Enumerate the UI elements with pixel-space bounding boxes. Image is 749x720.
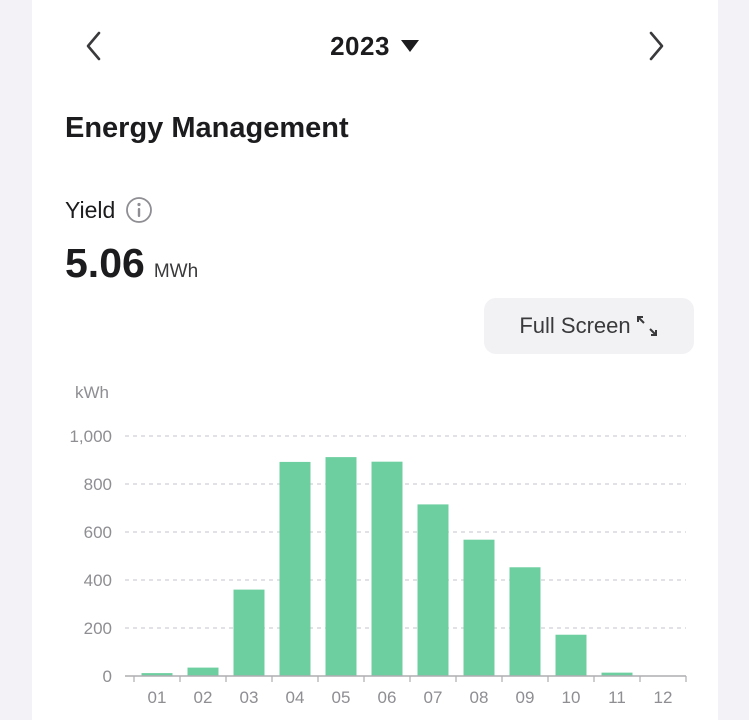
bar-month-06[interactable] bbox=[371, 461, 403, 676]
x-tick-label: 11 bbox=[608, 688, 626, 707]
x-tick-label: 09 bbox=[516, 688, 535, 707]
yield-value: 5.06 bbox=[65, 240, 145, 286]
x-tick-label: 07 bbox=[424, 688, 443, 707]
x-tick-label: 03 bbox=[240, 688, 259, 707]
x-tick-label: 08 bbox=[470, 688, 489, 707]
y-tick-label: 200 bbox=[84, 619, 112, 638]
previous-year-button[interactable] bbox=[76, 28, 112, 64]
bar-month-11[interactable] bbox=[601, 672, 633, 676]
x-tick-label: 04 bbox=[286, 688, 305, 707]
x-tick-label: 10 bbox=[562, 688, 581, 707]
next-year-button[interactable] bbox=[638, 28, 674, 64]
bar-month-07[interactable] bbox=[417, 504, 449, 676]
yield-unit: MWh bbox=[153, 261, 199, 282]
x-tick-label: 06 bbox=[378, 688, 397, 707]
x-tick-label: 02 bbox=[194, 688, 213, 707]
chevron-right-icon bbox=[649, 31, 664, 61]
yield-header: Yield bbox=[65, 196, 153, 224]
x-tick-label: 01 bbox=[148, 688, 167, 707]
y-tick-label: 800 bbox=[84, 475, 112, 494]
energy-card: 2023 Energy Management Yield 5.06 MWh Fu… bbox=[32, 0, 718, 720]
x-tick-label: 12 bbox=[654, 688, 673, 707]
bar-month-05[interactable] bbox=[325, 457, 357, 676]
y-unit-label: kWh bbox=[75, 383, 109, 402]
y-tick-label: 600 bbox=[84, 523, 112, 542]
bar-month-01[interactable] bbox=[141, 673, 173, 676]
bar-month-10[interactable] bbox=[555, 634, 587, 676]
year-selector: 2023 bbox=[32, 28, 718, 64]
bar-month-02[interactable] bbox=[187, 667, 219, 676]
full-screen-label: Full Screen bbox=[519, 313, 631, 338]
y-tick-label: 1,000 bbox=[69, 427, 112, 446]
bar-month-04[interactable] bbox=[279, 461, 311, 676]
section-title: Energy Management bbox=[65, 112, 349, 144]
chevron-left-icon bbox=[86, 31, 101, 61]
bar-month-08[interactable] bbox=[463, 539, 495, 676]
caret-down-icon[interactable] bbox=[400, 39, 420, 53]
bar-month-03[interactable] bbox=[233, 589, 265, 676]
info-icon[interactable] bbox=[125, 196, 153, 224]
bar-month-09[interactable] bbox=[509, 567, 541, 676]
monthly-yield-chart: kWh 0 200 400 600 800 1,000 01 02 03 04 05 06 07 08 09 1… bbox=[69, 383, 687, 707]
y-tick-label: 0 bbox=[103, 667, 112, 686]
yield-value-row: 5.06 MWh bbox=[65, 240, 198, 287]
expand-icon bbox=[636, 316, 657, 336]
y-tick-label: 400 bbox=[84, 571, 112, 590]
x-tick-label: 05 bbox=[332, 688, 351, 707]
year-label[interactable]: 2023 bbox=[330, 30, 390, 61]
full-screen-button[interactable]: Full Screen bbox=[484, 298, 694, 354]
yield-label: Yield bbox=[65, 196, 116, 223]
